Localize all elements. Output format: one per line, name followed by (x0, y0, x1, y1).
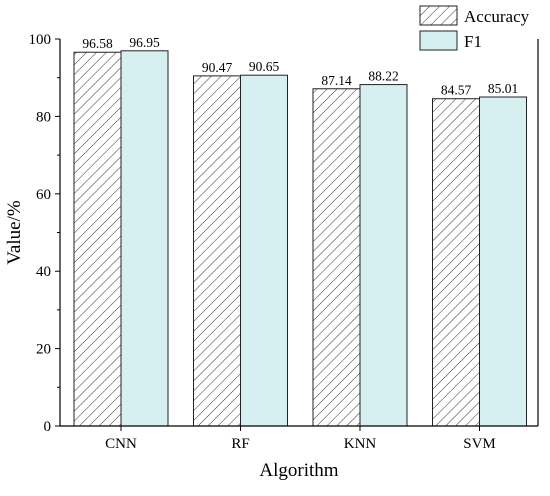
bar-accuracy-knn (312, 88, 361, 427)
y-tick-label: 60 (36, 187, 51, 203)
data-label: 88.22 (368, 69, 398, 84)
legend-label: Accuracy (464, 7, 530, 26)
data-label: 96.58 (82, 36, 113, 51)
bar-f1-svm (479, 96, 527, 427)
legend: Accuracy F1 (419, 5, 530, 51)
x-tick-label: KNN (344, 436, 377, 452)
bar-f1-cnn (120, 50, 169, 427)
y-tick-label: 20 (36, 342, 51, 358)
bar-accuracy-rf (193, 75, 241, 427)
bar-accuracy-svm (432, 98, 480, 427)
x-axis-title: Algorithm (259, 460, 338, 481)
y-tick-label: 0 (44, 419, 52, 435)
data-labels-layer: 96.58 96.95 90.47 90.65 87.14 88.22 84.57 85.01 (82, 35, 518, 98)
data-label: 90.65 (249, 59, 280, 74)
bar-f1-rf (240, 74, 288, 427)
bar-accuracy-cnn (73, 51, 122, 427)
data-label: 85.01 (488, 81, 518, 96)
legend-label: F1 (464, 32, 482, 51)
y-tick-label: 80 (36, 109, 51, 125)
data-label: 96.95 (129, 35, 160, 50)
data-label: 84.57 (441, 83, 472, 98)
legend-swatch-f1 (419, 30, 458, 51)
bar-f1-knn (359, 84, 408, 427)
y-tick-label: 40 (36, 264, 51, 280)
bars-layer (73, 50, 527, 427)
data-label: 90.47 (202, 60, 233, 75)
x-tick-label: RF (231, 436, 249, 452)
legend-swatch-accuracy (419, 5, 458, 26)
x-tick-label: CNN (105, 436, 137, 452)
y-tick-label: 100 (29, 32, 52, 48)
data-label: 87.14 (321, 73, 352, 88)
x-tick-label: SVM (463, 436, 496, 452)
y-axis-title: Value/% (4, 200, 25, 265)
axes-layer: 0 20 40 60 80 100 CNN RF KNN SVM (29, 32, 539, 452)
